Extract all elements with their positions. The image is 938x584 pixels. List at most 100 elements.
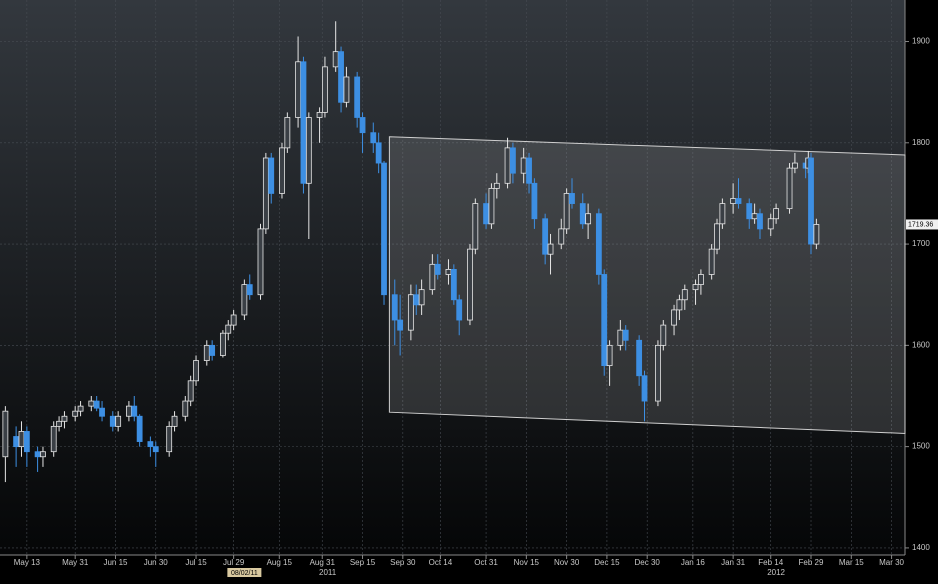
candle-body (359, 117, 366, 134)
candle-body (655, 344, 661, 402)
candle-body (72, 410, 79, 417)
candle-body (418, 289, 425, 306)
candle-body (375, 142, 382, 164)
x-sublabel: 08/02/11 (231, 570, 258, 577)
candle-body (115, 415, 122, 427)
last-price-box (906, 219, 938, 230)
candle-body (305, 117, 312, 184)
x-tick-label: Dec 30 (635, 558, 661, 567)
candle-body (483, 203, 489, 225)
candle-body (131, 405, 138, 417)
candle-body (370, 132, 377, 144)
x-tick-label: Aug 31 (310, 558, 336, 567)
candle-body (209, 344, 216, 356)
candle-body (225, 324, 232, 334)
x-tick-label: Sep 15 (350, 558, 376, 567)
candle-body (751, 213, 758, 220)
candle-body (343, 76, 350, 103)
candle-body (23, 431, 30, 453)
candle-body (671, 309, 677, 326)
candle-body (676, 299, 683, 311)
y-tick-label: 1600 (912, 340, 930, 349)
candle-body (714, 223, 720, 250)
candle-body (617, 329, 624, 346)
x-tick-label: Jun 30 (144, 558, 169, 567)
candle-body (147, 441, 154, 448)
candle-body (526, 157, 532, 184)
candle-body (493, 182, 500, 189)
candle-body (735, 198, 742, 204)
candle-body (757, 213, 763, 230)
x-tick-label: Oct 14 (429, 558, 453, 567)
candle-body (322, 66, 328, 113)
candle-body (2, 410, 9, 458)
x-tick-label: Jan 31 (721, 558, 746, 567)
candle-body (34, 451, 41, 458)
candle-body (434, 263, 441, 275)
candle-body (488, 187, 495, 225)
candle-body (413, 294, 420, 306)
candle-body (450, 268, 457, 301)
candle-body (187, 380, 194, 402)
axis-panel (0, 555, 905, 579)
candle-body (595, 213, 602, 275)
y-tick-label: 1700 (912, 239, 930, 248)
x-tick-label: Jul 29 (223, 558, 245, 567)
candle-body (773, 208, 779, 220)
candle-body (531, 182, 538, 220)
candle-body (136, 415, 143, 442)
x-tick-label: Aug 15 (267, 558, 293, 567)
candle-body (219, 332, 226, 356)
candle-body (767, 218, 774, 230)
x-tick-label: Feb 14 (758, 558, 783, 567)
candle-body (563, 193, 570, 230)
candle-body (542, 218, 549, 255)
candle-body (606, 344, 613, 367)
x-tick-label: Feb 29 (799, 558, 824, 567)
candle-body (246, 284, 253, 296)
candle-body (456, 299, 463, 321)
date-marker-box (227, 568, 262, 577)
candle-body (510, 147, 516, 174)
candle-body (171, 415, 178, 427)
candle-body (641, 375, 648, 402)
candle-body (13, 436, 20, 448)
candle-body (791, 162, 798, 169)
candle-body (407, 294, 414, 331)
candle-body (585, 213, 592, 225)
candle-body (203, 344, 210, 361)
candle-body (698, 274, 704, 285)
candle-body (316, 112, 323, 118)
x-sublabel: 2012 (767, 568, 785, 577)
candle-body (50, 425, 57, 453)
x-tick-label: Dec 15 (594, 558, 620, 567)
candle-body (193, 360, 199, 382)
candle-body (279, 147, 285, 194)
candle-body (284, 117, 291, 149)
x-tick-label: Jun 15 (103, 558, 128, 567)
candle-body (18, 431, 25, 448)
x-tick-label: Oct 31 (474, 558, 498, 567)
candle-body (230, 314, 237, 326)
candle-body (601, 274, 608, 367)
candle-body (429, 263, 436, 291)
candle-body (391, 294, 398, 321)
candle-body (338, 51, 344, 103)
candle-body (88, 400, 95, 407)
candle-body (547, 243, 554, 255)
y-tick-label: 1400 (912, 543, 930, 552)
x-tick-label: Nov 30 (554, 558, 580, 567)
candle-body (579, 203, 586, 225)
candle-body (569, 193, 575, 204)
x-tick-label: Mar 15 (839, 558, 864, 567)
last-price-label: 1719.36 (908, 221, 933, 228)
y-tick-label: 1500 (912, 442, 930, 451)
candle-body (93, 400, 100, 409)
candle-body (472, 203, 479, 250)
candle-body (467, 248, 473, 321)
candle-body (397, 319, 404, 331)
x-tick-label: Mar 30 (879, 558, 904, 567)
candle-body (520, 157, 527, 174)
candle-body (268, 157, 275, 194)
